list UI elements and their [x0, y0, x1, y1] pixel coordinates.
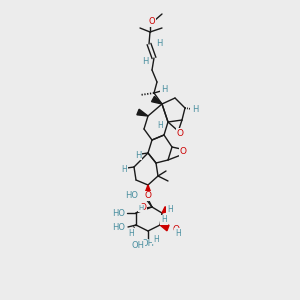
- Text: H: H: [135, 151, 141, 160]
- Text: O: O: [149, 17, 155, 26]
- Text: O: O: [179, 148, 187, 157]
- Text: H: H: [157, 122, 163, 130]
- Polygon shape: [160, 225, 169, 231]
- Text: H: H: [156, 40, 162, 49]
- Polygon shape: [152, 96, 162, 104]
- Text: O: O: [145, 191, 152, 200]
- Text: HO: HO: [112, 208, 125, 217]
- Text: O: O: [176, 128, 184, 137]
- Text: H: H: [161, 215, 167, 224]
- Polygon shape: [137, 109, 148, 116]
- Text: O: O: [172, 224, 179, 233]
- Text: H: H: [138, 205, 144, 211]
- Text: H: H: [153, 235, 159, 244]
- Text: HO: HO: [112, 224, 125, 232]
- Text: H: H: [175, 229, 181, 238]
- Polygon shape: [145, 185, 151, 193]
- Polygon shape: [162, 207, 169, 213]
- Text: H: H: [192, 106, 198, 115]
- Text: H: H: [121, 164, 127, 173]
- Text: H: H: [161, 85, 167, 94]
- Text: O: O: [140, 202, 146, 211]
- Text: H: H: [167, 206, 173, 214]
- Text: OH: OH: [131, 241, 145, 250]
- Text: HO: HO: [125, 191, 138, 200]
- Text: H: H: [128, 229, 134, 238]
- Text: OH: OH: [142, 239, 154, 248]
- Text: H: H: [142, 56, 148, 65]
